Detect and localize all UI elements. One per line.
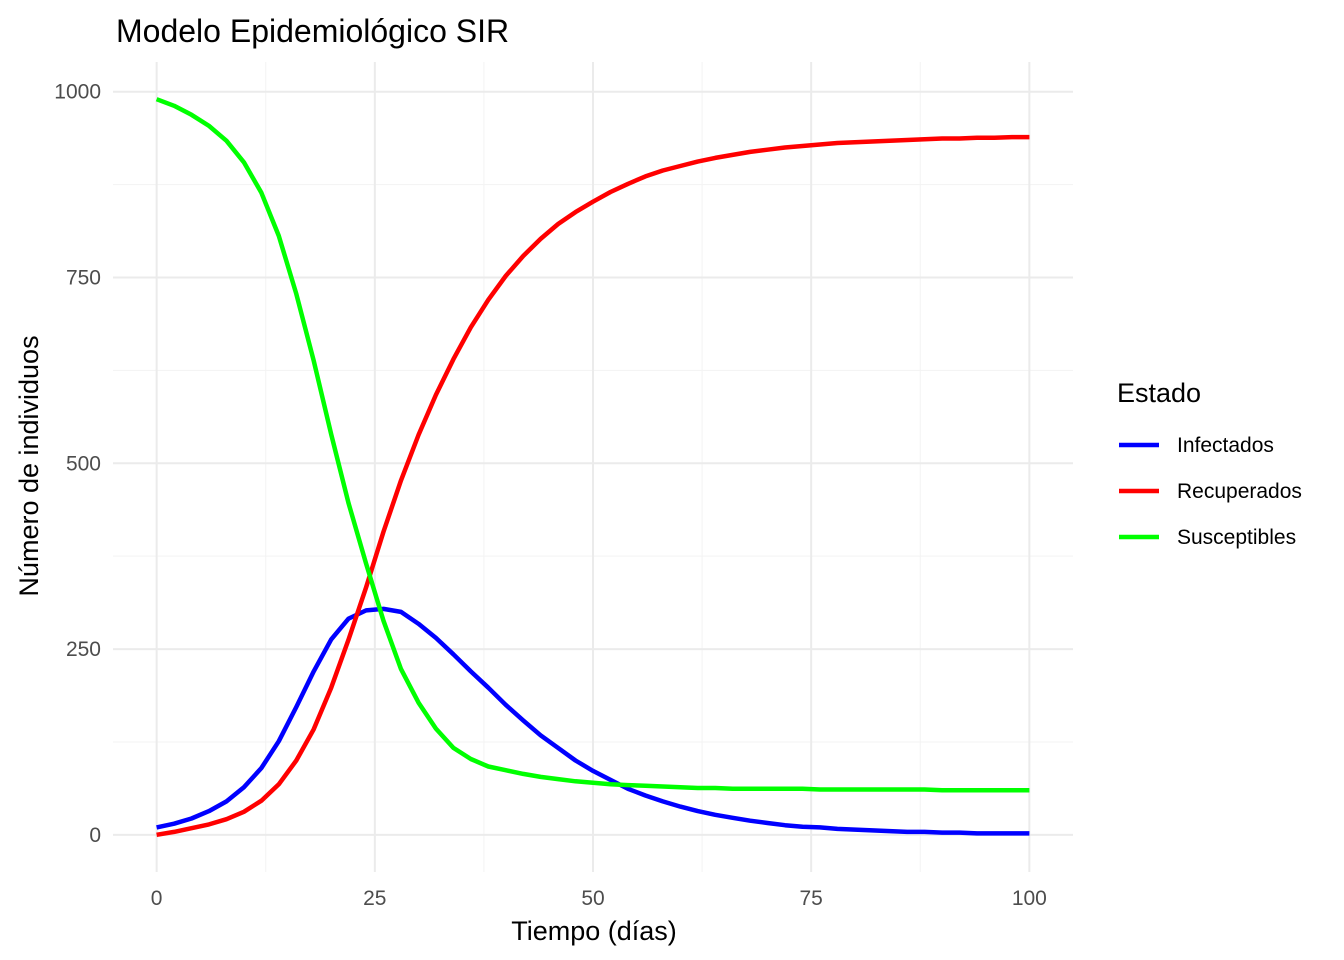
legend-item-susceptibles: Susceptibles bbox=[1119, 526, 1296, 549]
legend-title: Estado bbox=[1117, 378, 1201, 408]
legend-label-susceptibles: Susceptibles bbox=[1177, 526, 1296, 549]
x-tick-label: 50 bbox=[581, 887, 604, 910]
grid bbox=[113, 62, 1073, 872]
y-tick-label: 500 bbox=[66, 452, 101, 475]
y-axis-title: Número de individuos bbox=[14, 335, 44, 596]
y-tick-label: 1000 bbox=[54, 81, 101, 104]
legend-item-infectados: Infectados bbox=[1119, 434, 1274, 457]
series-line-infectados bbox=[156, 606, 1030, 836]
series-line-recuperados bbox=[156, 134, 1030, 838]
x-tick-label: 75 bbox=[800, 887, 823, 910]
y-tick-label: 250 bbox=[66, 638, 101, 661]
legend-item-recuperados: Recuperados bbox=[1119, 480, 1302, 503]
y-tick-label: 750 bbox=[66, 267, 101, 290]
legend: Estado Infectados Recuperados Susceptibl… bbox=[1117, 378, 1302, 549]
y-axis-ticks: 0 250 500 750 1000 bbox=[54, 81, 101, 847]
x-tick-label: 100 bbox=[1012, 887, 1047, 910]
series-layer bbox=[155, 97, 1030, 838]
chart-title: Modelo Epidemiológico SIR bbox=[116, 13, 509, 49]
legend-label-infectados: Infectados bbox=[1177, 434, 1274, 457]
x-axis-ticks: 0 25 50 75 100 bbox=[151, 887, 1047, 910]
x-axis-title: Tiempo (días) bbox=[511, 916, 677, 946]
series-line-susceptibles bbox=[155, 97, 1030, 793]
x-tick-label: 0 bbox=[151, 887, 163, 910]
x-tick-label: 25 bbox=[363, 887, 386, 910]
legend-label-recuperados: Recuperados bbox=[1177, 480, 1302, 503]
y-tick-label: 0 bbox=[89, 824, 101, 847]
